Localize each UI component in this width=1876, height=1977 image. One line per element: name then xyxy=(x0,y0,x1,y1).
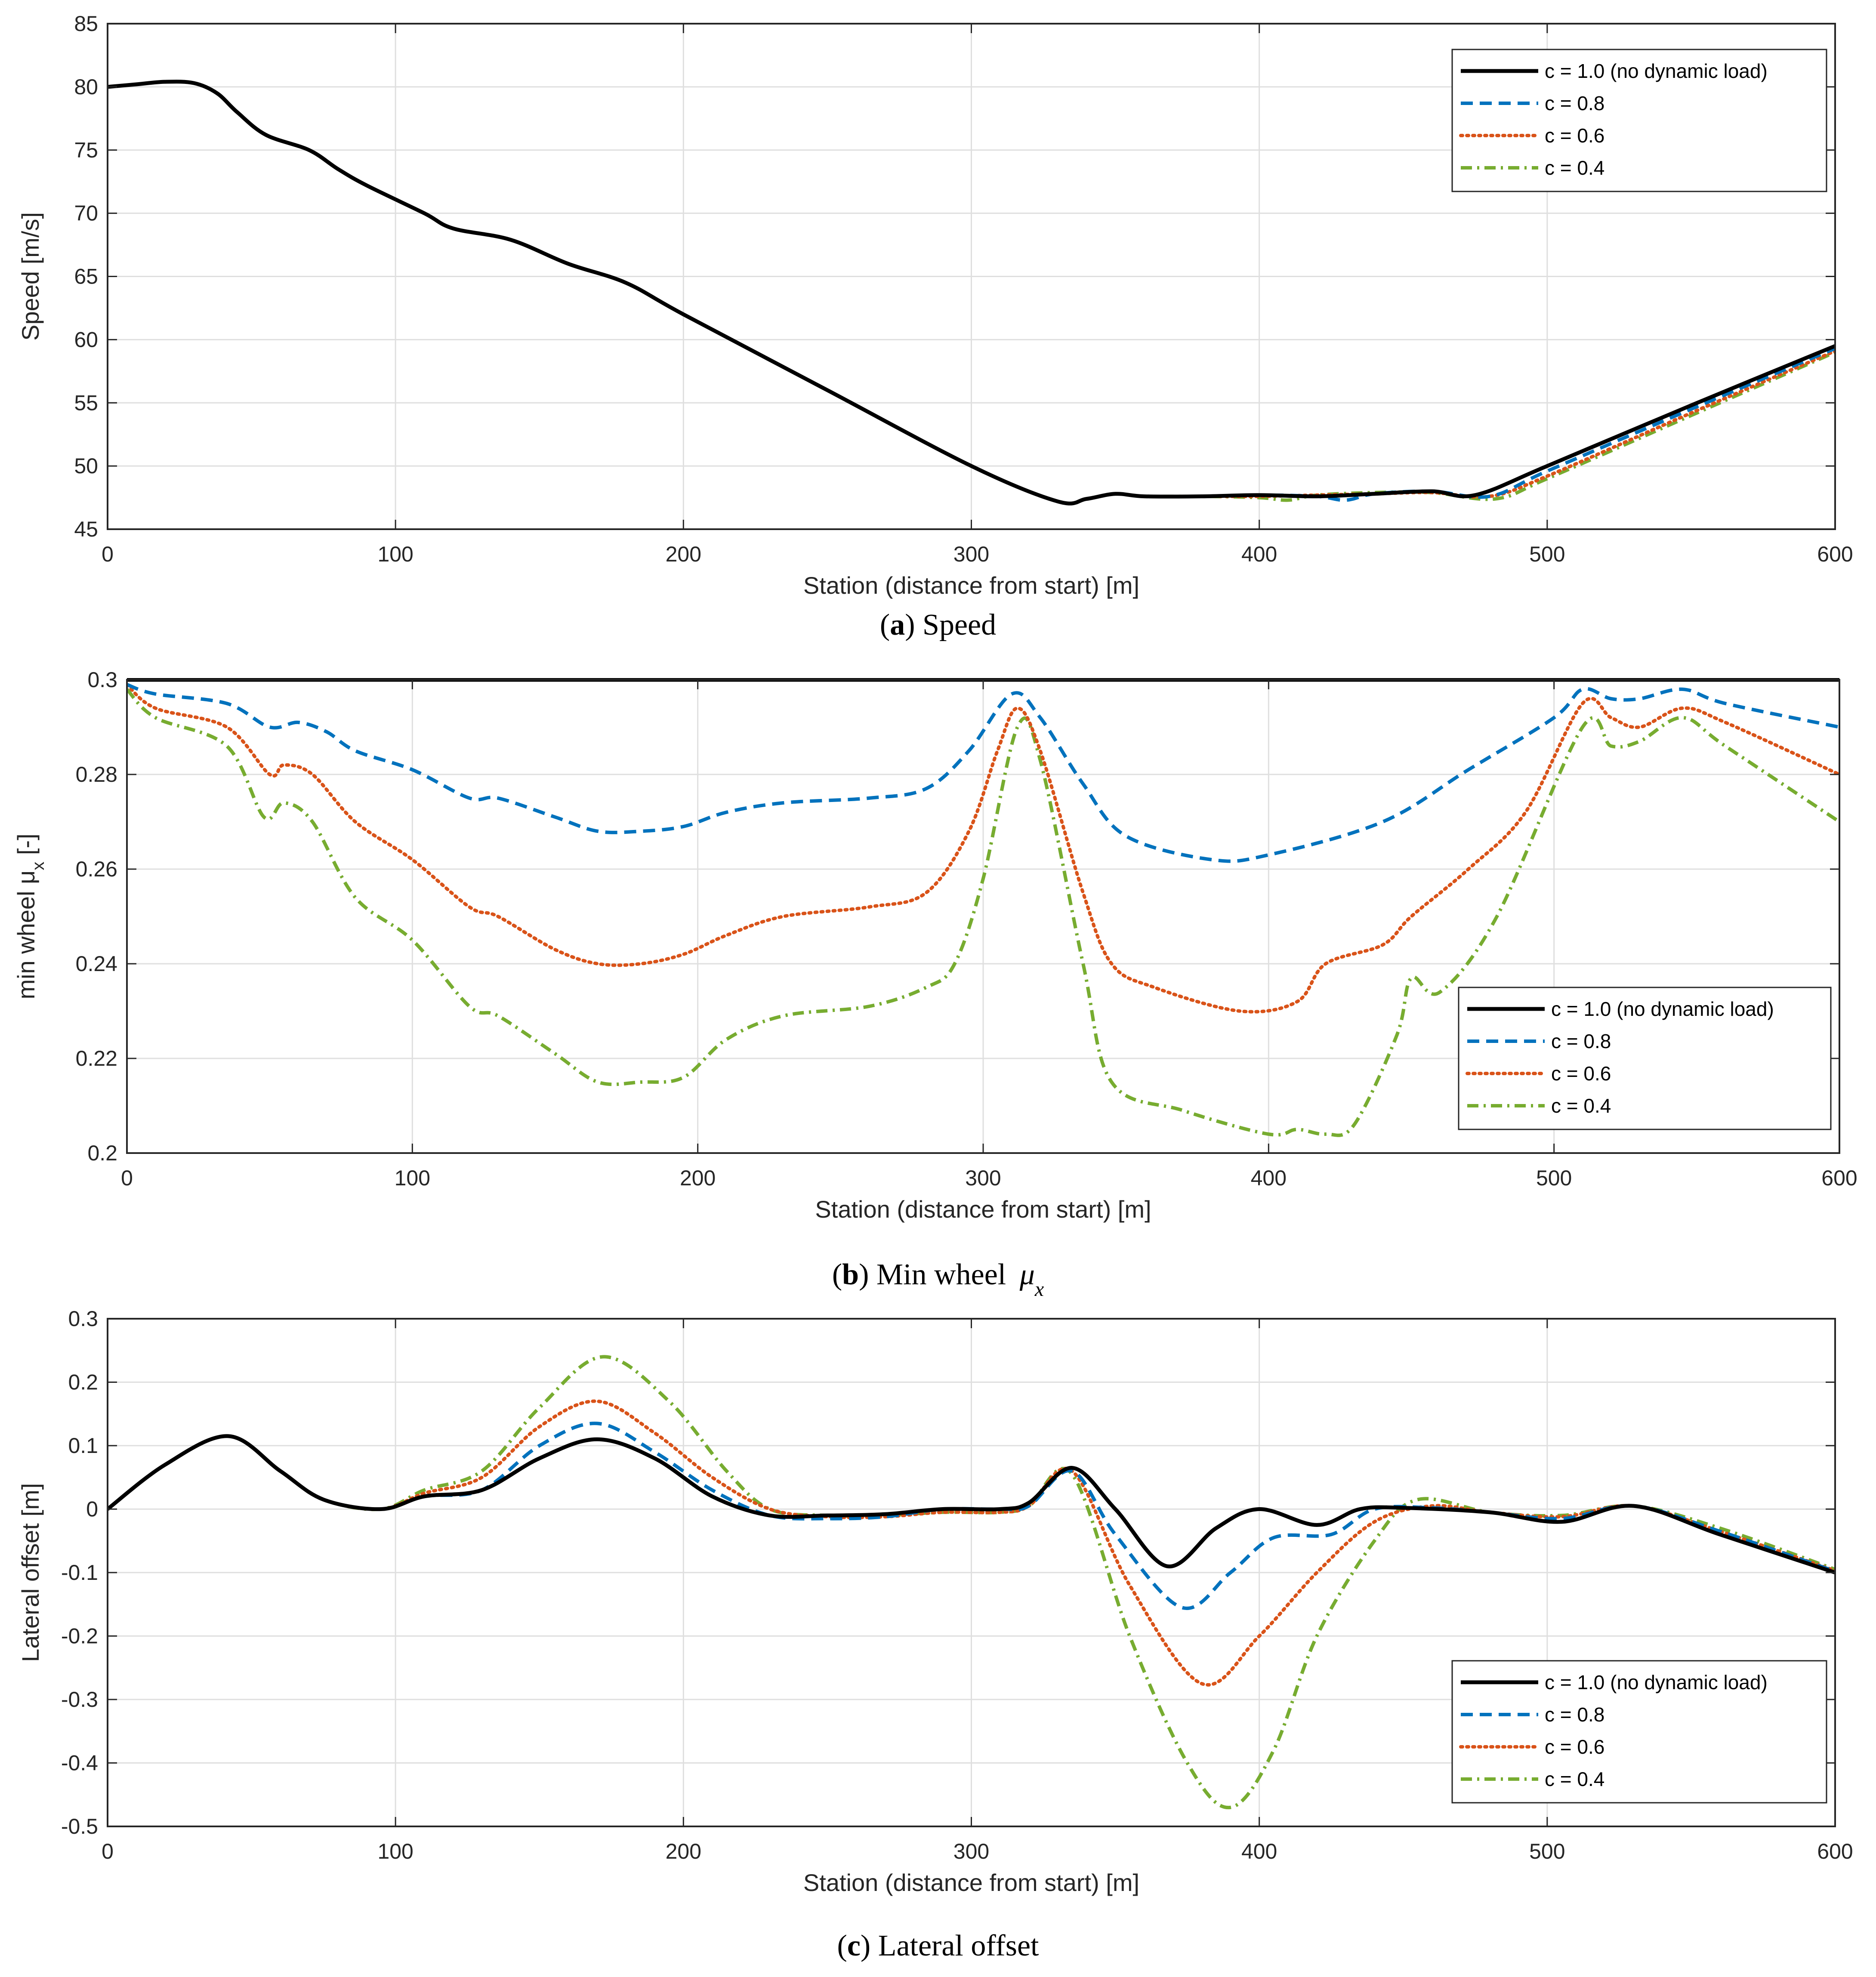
chart-min-wheel-mu: 0 100 200 300 400 500 600 0.2 0.22 0.24 0.26 0.28 0.… xyxy=(12,668,1857,1301)
x-tick-label: 200 xyxy=(666,1839,701,1863)
series-line-c10 xyxy=(108,1434,1835,1575)
y-tick-label: -0.3 xyxy=(61,1687,98,1712)
y-tick-label: 0.1 xyxy=(68,1434,98,1458)
x-tick-label: 0 xyxy=(102,1839,114,1863)
x-tick-label: 200 xyxy=(680,1166,716,1190)
y-tick-label: 0.24 xyxy=(76,952,117,976)
y-tick-label: -0.2 xyxy=(61,1624,98,1648)
x-tick-label: 600 xyxy=(1821,1166,1857,1190)
y-tick-label: 65 xyxy=(74,265,98,289)
x-tick-label: 100 xyxy=(395,1166,430,1190)
y-axis-label: Speed [m/s] xyxy=(17,212,44,341)
x-axis-label: Station (distance from start) [m] xyxy=(803,572,1139,599)
x-tick-label: 100 xyxy=(377,1839,413,1863)
y-tick-label: 60 xyxy=(74,327,98,352)
x-tick-label: 300 xyxy=(965,1166,1001,1190)
y-axis-label: min wheel μx [-] xyxy=(12,833,48,999)
series-line-c06 xyxy=(127,683,1839,1014)
y-tick-label: 70 xyxy=(74,201,98,225)
legend-label-c04: c = 0.4 xyxy=(1545,1768,1604,1790)
series-line-c08 xyxy=(127,683,1839,863)
y-tick-label: 50 xyxy=(74,454,98,478)
x-tick-label: 100 xyxy=(377,542,413,566)
legend: c = 1.0 (no dynamic load) c = 0.8 c = 0.6 c… xyxy=(1451,49,1827,192)
legend-label-c08: c = 0.8 xyxy=(1545,1703,1604,1726)
x-tick-label: 500 xyxy=(1529,542,1565,566)
legend-label-c08: c = 0.8 xyxy=(1551,1030,1611,1052)
y-tick-label: 85 xyxy=(74,12,98,36)
y-tick-label: -0.4 xyxy=(61,1751,98,1775)
chart-lateral-offset: 0 100 200 300 400 500 600 -0.5 -0.4 -0.3 -0.2 -0.1 0… xyxy=(17,1307,1853,1962)
x-tick-label: 0 xyxy=(121,1166,133,1190)
y-tick-label: 0.3 xyxy=(87,668,117,692)
legend-label-c06: c = 0.6 xyxy=(1545,124,1604,147)
y-tick-label: 55 xyxy=(74,391,98,415)
x-tick-label: 500 xyxy=(1529,1839,1565,1863)
caption-c: (c) Lateral offset xyxy=(837,1929,1040,1962)
legend-label-c04: c = 0.4 xyxy=(1551,1095,1611,1117)
y-tick-label: -0.5 xyxy=(61,1814,98,1838)
y-tick-label: 45 xyxy=(74,517,98,541)
x-tick-label: 500 xyxy=(1536,1166,1572,1190)
y-tick-label: 0.2 xyxy=(68,1370,98,1394)
x-tick-label: 0 xyxy=(102,542,114,566)
series-line-c06 xyxy=(108,1399,1835,1687)
legend-label-c06: c = 0.6 xyxy=(1545,1736,1604,1758)
legend-label-c06: c = 0.6 xyxy=(1551,1062,1611,1085)
y-tick-label: 0.26 xyxy=(76,857,117,881)
caption-a: (a) Speed xyxy=(880,608,996,642)
y-tick-label: -0.1 xyxy=(61,1561,98,1585)
y-axis-label: Lateral offset [m] xyxy=(17,1483,44,1662)
x-tick-label: 400 xyxy=(1251,1166,1287,1190)
x-tick-label: 300 xyxy=(953,542,989,566)
series-line-c10 xyxy=(108,80,1835,506)
series-group xyxy=(108,80,1835,506)
y-tick-label: 75 xyxy=(74,138,98,162)
legend-label-c10: c = 1.0 (no dynamic load) xyxy=(1551,998,1774,1020)
x-tick-label: 200 xyxy=(666,542,701,566)
chart-speed: 0 100 200 300 400 500 600 45 50 55 60 65 70 75 80 85 Sta… xyxy=(17,12,1853,642)
y-tick-label: 0 xyxy=(86,1497,98,1521)
y-tick-label: 0.28 xyxy=(76,762,117,786)
x-tick-label: 300 xyxy=(953,1839,989,1863)
series-line-c04 xyxy=(127,688,1839,1137)
x-axis-label: Station (distance from start) [m] xyxy=(815,1196,1151,1223)
y-tick-label: 0.22 xyxy=(76,1046,117,1070)
x-tick-label: 400 xyxy=(1241,1839,1277,1863)
caption-b: (b) Min wheel μx xyxy=(832,1258,1044,1301)
legend-label-c10: c = 1.0 (no dynamic load) xyxy=(1545,1671,1768,1693)
x-tick-label: 600 xyxy=(1817,1839,1853,1863)
x-tick-label: 600 xyxy=(1817,542,1853,566)
y-tick-label: 0.3 xyxy=(68,1307,98,1331)
y-tick-label: 80 xyxy=(74,75,98,99)
y-tick-label: 0.2 xyxy=(87,1141,117,1165)
series-group xyxy=(108,1355,1835,1810)
legend-label-c10: c = 1.0 (no dynamic load) xyxy=(1545,60,1768,82)
x-axis-label: Station (distance from start) [m] xyxy=(803,1869,1139,1896)
legend: c = 1.0 (no dynamic load) c = 0.8 c = 0.6 c… xyxy=(1451,1660,1827,1804)
legend: c = 1.0 (no dynamic load) c = 0.8 c = 0.6 c… xyxy=(1458,987,1832,1130)
x-tick-label: 400 xyxy=(1241,542,1277,566)
legend-label-c08: c = 0.8 xyxy=(1545,92,1604,114)
legend-label-c04: c = 0.4 xyxy=(1545,157,1604,179)
